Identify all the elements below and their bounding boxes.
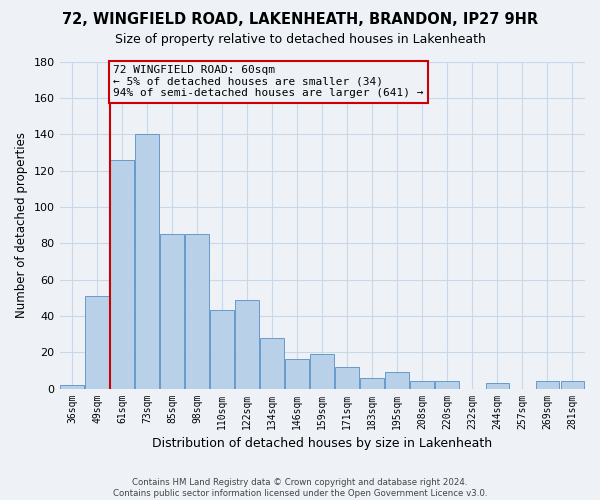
- Bar: [335, 367, 359, 388]
- Y-axis label: Number of detached properties: Number of detached properties: [15, 132, 28, 318]
- Bar: [385, 372, 409, 388]
- Bar: [436, 382, 459, 388]
- X-axis label: Distribution of detached houses by size in Lakenheath: Distribution of detached houses by size …: [152, 437, 493, 450]
- Text: 72, WINGFIELD ROAD, LAKENHEATH, BRANDON, IP27 9HR: 72, WINGFIELD ROAD, LAKENHEATH, BRANDON,…: [62, 12, 538, 28]
- Bar: [185, 234, 209, 388]
- Bar: [135, 134, 159, 388]
- Bar: [85, 296, 109, 388]
- Bar: [110, 160, 134, 388]
- Bar: [310, 354, 334, 388]
- Bar: [286, 360, 309, 388]
- Bar: [410, 382, 434, 388]
- Text: Size of property relative to detached houses in Lakenheath: Size of property relative to detached ho…: [115, 32, 485, 46]
- Bar: [361, 378, 384, 388]
- Bar: [560, 382, 584, 388]
- Bar: [536, 382, 559, 388]
- Bar: [60, 385, 84, 388]
- Bar: [160, 234, 184, 388]
- Text: Contains HM Land Registry data © Crown copyright and database right 2024.
Contai: Contains HM Land Registry data © Crown c…: [113, 478, 487, 498]
- Bar: [260, 338, 284, 388]
- Bar: [235, 300, 259, 388]
- Bar: [210, 310, 234, 388]
- Bar: [485, 383, 509, 388]
- Text: 72 WINGFIELD ROAD: 60sqm
← 5% of detached houses are smaller (34)
94% of semi-de: 72 WINGFIELD ROAD: 60sqm ← 5% of detache…: [113, 65, 424, 98]
